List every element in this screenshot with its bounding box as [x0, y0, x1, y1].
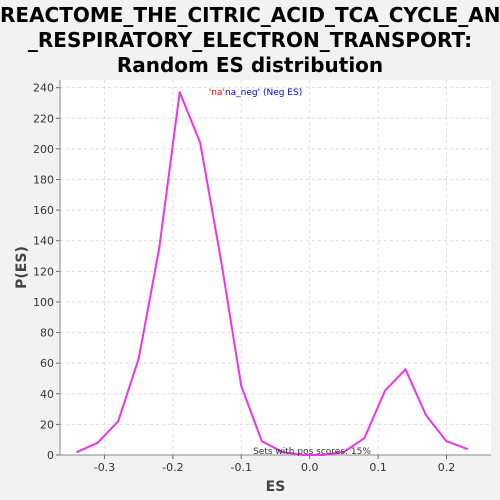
- data-point: [137, 357, 140, 360]
- y-tick-label: 200: [33, 143, 54, 156]
- y-tick-label: 160: [33, 204, 54, 217]
- y-tick-label: 220: [33, 112, 54, 125]
- y-axis-label: P(ES): [14, 246, 30, 289]
- x-tick-label: 0.1: [369, 461, 387, 474]
- chart-title-line-3: Random ES distribution: [116, 53, 384, 77]
- data-point: [445, 440, 448, 443]
- y-tick-label: 240: [33, 82, 54, 95]
- series-line: [76, 91, 468, 456]
- data-point: [260, 440, 263, 443]
- y-tick-label: 140: [33, 235, 54, 248]
- pos-scores-annotation: Sets with pos scores: 15%: [253, 447, 371, 457]
- data-point: [76, 450, 79, 453]
- chart-title-line-2: _RESPIRATORY_ELECTRON_TRANSPORT:: [27, 28, 473, 52]
- y-tick-label: 60: [40, 357, 54, 370]
- data-point: [178, 91, 181, 94]
- data-point: [322, 454, 325, 456]
- y-tick-label: 0: [47, 449, 54, 462]
- x-tick-label: 0.0: [301, 461, 319, 474]
- data-point: [404, 368, 407, 371]
- x-tick-label: -0.2: [162, 461, 183, 474]
- data-point: [383, 389, 386, 392]
- chart-title: REACTOME_THE_CITRIC_ACID_TCA_CYCLE_AND _…: [0, 0, 500, 78]
- data-point: [199, 141, 202, 144]
- y-tick-label: 180: [33, 173, 54, 186]
- data-point: [466, 447, 469, 450]
- y-tick-label: 40: [40, 388, 54, 401]
- data-point: [281, 450, 284, 453]
- legend-entry: 'na'na_neg' (Neg ES): [209, 88, 302, 98]
- y-tick-label: 80: [40, 327, 54, 340]
- data-point: [342, 450, 345, 453]
- data-point: [425, 414, 428, 417]
- y-tick-label: 20: [40, 418, 54, 431]
- x-axis-label: ES: [266, 479, 286, 495]
- legend-name-part: 'na': [209, 88, 225, 98]
- x-tick-label: 0.2: [438, 461, 456, 474]
- legend-rest-part: na_neg' (Neg ES): [225, 88, 302, 98]
- plot-background: [60, 80, 491, 455]
- x-tick-label: -0.1: [231, 461, 252, 474]
- data-point: [117, 420, 120, 423]
- data-point: [240, 385, 243, 388]
- data-point: [301, 454, 304, 456]
- y-tick-label: 100: [33, 296, 54, 309]
- data-point: [363, 437, 366, 440]
- chart-title-line-1: REACTOME_THE_CITRIC_ACID_TCA_CYCLE_AND: [0, 3, 500, 27]
- data-point: [219, 258, 222, 261]
- y-tick-label: 120: [33, 265, 54, 278]
- data-point: [96, 441, 99, 444]
- data-point: [158, 247, 161, 250]
- x-tick-label: -0.3: [94, 461, 115, 474]
